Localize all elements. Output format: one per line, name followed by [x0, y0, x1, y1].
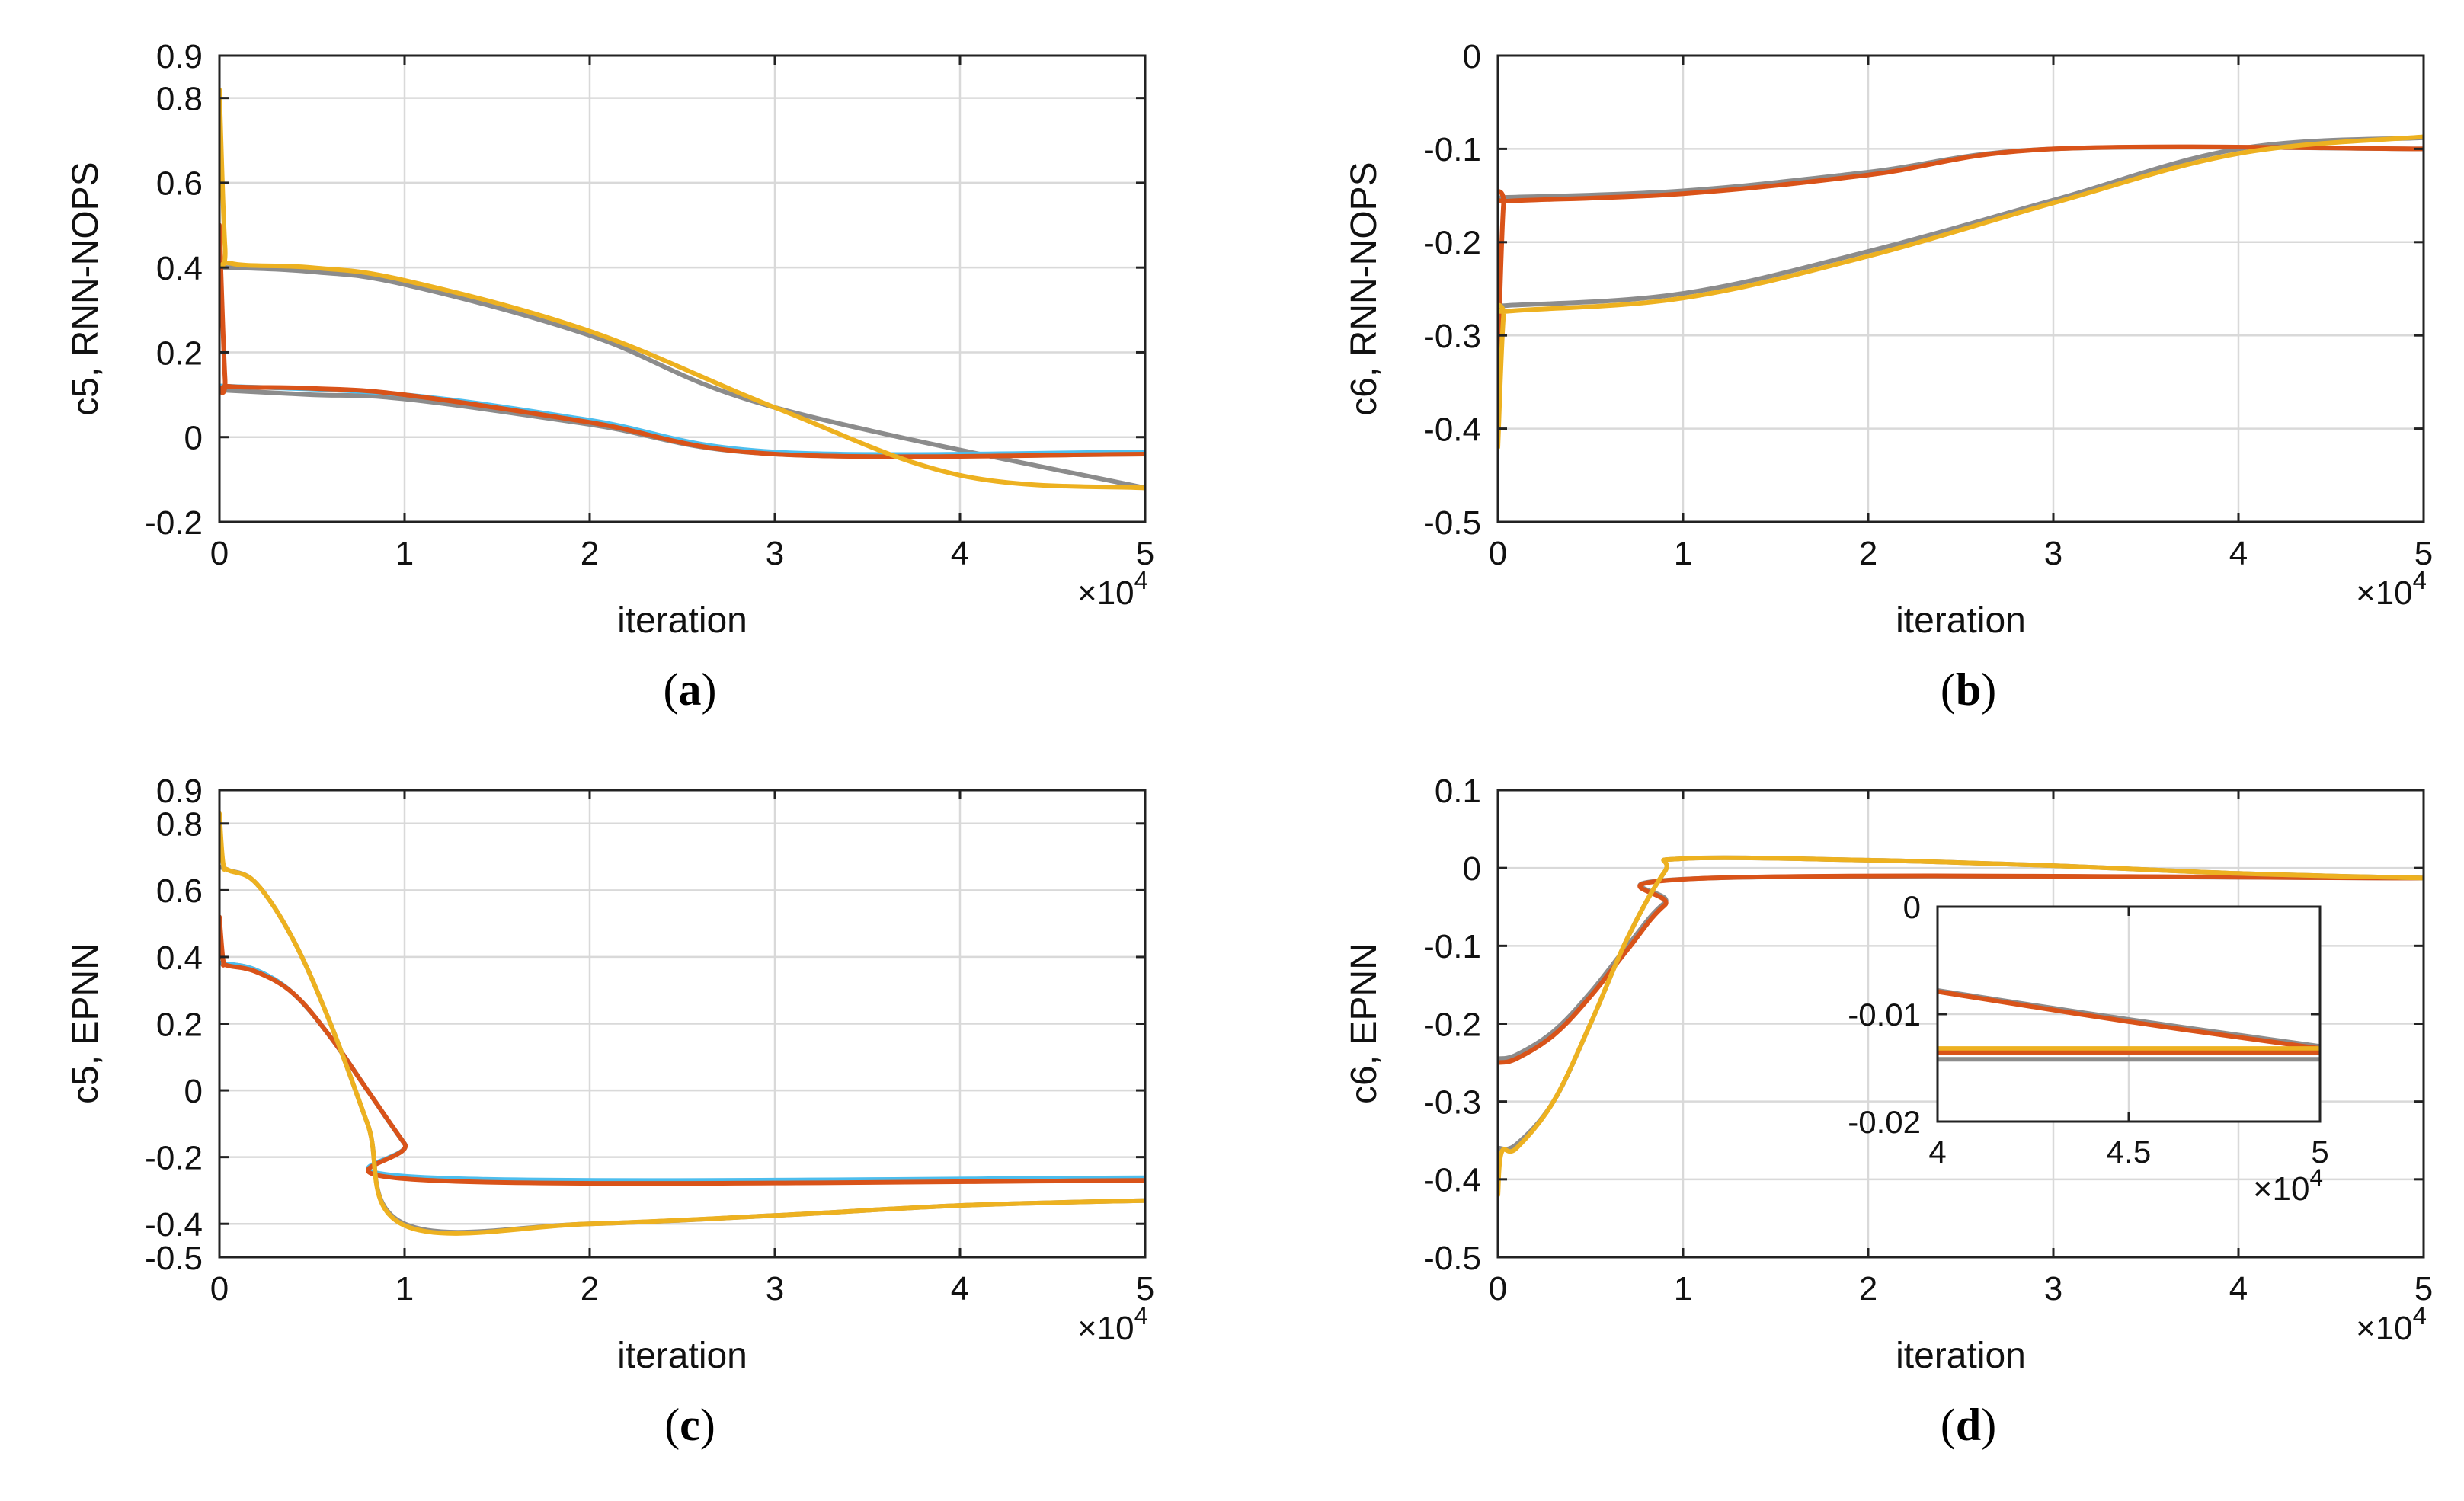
series-red-line	[219, 222, 1145, 459]
y-tick-label: -0.5	[1423, 504, 1481, 542]
series-gray-group-1	[219, 264, 1145, 491]
x-tick-label: 4	[1928, 1134, 1946, 1170]
x-tick-label: 2	[1859, 535, 1877, 572]
series-red-line	[1498, 144, 2424, 366]
x-tick-label: 1	[395, 1270, 414, 1307]
y-tick-label: -0.2	[1423, 1006, 1481, 1043]
y-tick-label: -0.02	[1848, 1104, 1921, 1140]
y-tick-label: 0.9	[156, 38, 203, 75]
x-exponent-label: ×104	[2253, 1163, 2323, 1208]
x-tick-label: 1	[1674, 1270, 1692, 1307]
y-tick-label: -0.3	[1423, 318, 1481, 355]
y-tick-label: 0.8	[156, 806, 203, 843]
x-tick-label: 0	[1489, 1270, 1507, 1307]
x-tick-label: 2	[581, 535, 599, 572]
series-red-line	[1498, 873, 2424, 1065]
x-tick-label: 3	[766, 535, 784, 572]
y-tick-label: -0.2	[145, 504, 203, 542]
panel-caption: (d)	[1941, 1400, 1996, 1450]
y-tick-label: 0.2	[156, 1006, 203, 1043]
x-tick-label: 4.5	[2107, 1134, 2151, 1170]
y-tick-label: -0.5	[145, 1240, 203, 1277]
x-tick-label: 4	[2229, 1270, 2248, 1307]
y-tick-label: 0	[1463, 850, 1481, 888]
x-tick-label: 0	[210, 1270, 229, 1307]
y-tick-label: 0.6	[156, 872, 203, 910]
x-tick-label: 3	[766, 1270, 784, 1307]
x-tick-label: 2	[1859, 1270, 1877, 1307]
panel-caption: (b)	[1941, 664, 1996, 715]
axes-frame	[1496, 789, 2425, 1259]
x-axis-label: iteration	[617, 1336, 747, 1376]
y-tick-label: -0.4	[1423, 411, 1481, 448]
series-red-line	[219, 914, 1145, 1186]
x-tick-label: 4	[2229, 535, 2248, 572]
y-tick-label: -0.2	[145, 1139, 203, 1176]
y-tick-label: -0.1	[1423, 131, 1481, 168]
axes-frame	[218, 789, 1147, 1259]
y-tick-label: 0.8	[156, 80, 203, 117]
y-tick-label: -0.4	[145, 1206, 203, 1243]
series-yellow-line	[219, 87, 1145, 491]
x-tick-label: 5	[1136, 535, 1154, 572]
x-axis-label: iteration	[1896, 600, 2026, 641]
x-tick-label: 4	[951, 1270, 969, 1307]
series-yellow-line	[1498, 855, 2424, 1198]
y-tick-label: 0.9	[156, 773, 203, 810]
y-axis-label: c5, RNN-NOPS	[66, 162, 106, 415]
series-yellow-line	[1498, 134, 2424, 450]
x-tick-label: 2	[581, 1270, 599, 1307]
y-tick-label: -0.3	[1423, 1084, 1481, 1122]
series-yellow-line	[219, 811, 1145, 1236]
x-tick-label: 5	[1136, 1270, 1154, 1307]
x-tick-label: 5	[2311, 1134, 2328, 1170]
axes-frame	[1936, 905, 2322, 1123]
y-tick-label: 0	[1463, 38, 1481, 75]
panel-caption: (c)	[664, 1400, 715, 1450]
y-tick-label: -0.01	[1848, 997, 1921, 1032]
x-tick-label: 3	[2044, 535, 2062, 572]
axes-frame	[1496, 54, 2425, 523]
x-exponent-label: ×104	[1077, 566, 1148, 612]
y-tick-label: 0	[184, 1073, 203, 1110]
x-exponent-label: ×104	[2356, 1301, 2427, 1347]
y-tick-label: 0.6	[156, 165, 203, 203]
x-axis-label: iteration	[1896, 1336, 2026, 1376]
x-tick-label: 0	[1489, 535, 1507, 572]
panel-caption: (a)	[664, 664, 717, 715]
y-tick-label: 0	[184, 420, 203, 457]
y-tick-label: -0.2	[1423, 225, 1481, 262]
x-exponent-label: ×104	[1077, 1301, 1148, 1347]
series-red-line-upper	[1938, 989, 2320, 1051]
x-tick-label: 1	[1674, 535, 1692, 572]
inset-d: 4 4.5 5 -0.02 -0.01 0 ×104	[1848, 889, 2328, 1208]
panel-c: 0 1 2 3 4 5 -0.5-0.4 -0.2 0 0.2 0.4 0.6 0.80.9 ×104 it…	[66, 773, 1154, 1450]
x-axis-label: iteration	[617, 600, 747, 641]
x-tick-label: 3	[2044, 1270, 2062, 1307]
x-tick-label: 5	[2414, 1270, 2433, 1307]
y-tick-label: 0.1	[1435, 773, 1481, 810]
axes-frame	[218, 54, 1147, 523]
plot-area	[1498, 56, 2424, 522]
y-tick-label: -0.5	[1423, 1240, 1481, 1277]
y-tick-label: 0	[1903, 889, 1921, 925]
panel-a: 0 1 2 3 4 5-0.200.20.40.60.80.9×104iterationc…	[66, 38, 1154, 715]
panel-b: 0 1 2 3 4 5 -0.5 -0.4 -0.3 -0.2 -0.1 0 ×104 iteration…	[1344, 38, 2433, 715]
y-axis-label: c5, EPNN	[66, 943, 106, 1104]
y-tick-label: 0.4	[156, 939, 203, 977]
y-tick-label: -0.1	[1423, 928, 1481, 965]
panel-d: 0 1 2 3 4 5 -0.5 -0.4 -0.3 -0.2 -0.1 0 0.1 ×104 iterat…	[1344, 773, 2433, 1450]
y-axis-label: c6, RNN-NOPS	[1344, 162, 1384, 415]
y-tick-label: 0.4	[156, 250, 203, 287]
y-tick-label: 0.2	[156, 334, 203, 372]
x-tick-label: 0	[210, 535, 229, 572]
y-tick-label: -0.4	[1423, 1162, 1481, 1199]
x-tick-label: 1	[395, 535, 414, 572]
x-tick-label: 4	[951, 535, 969, 572]
x-exponent-label: ×104	[2356, 566, 2427, 612]
x-tick-label: 5	[2414, 535, 2433, 572]
y-axis-label: c6, EPNN	[1344, 943, 1384, 1104]
